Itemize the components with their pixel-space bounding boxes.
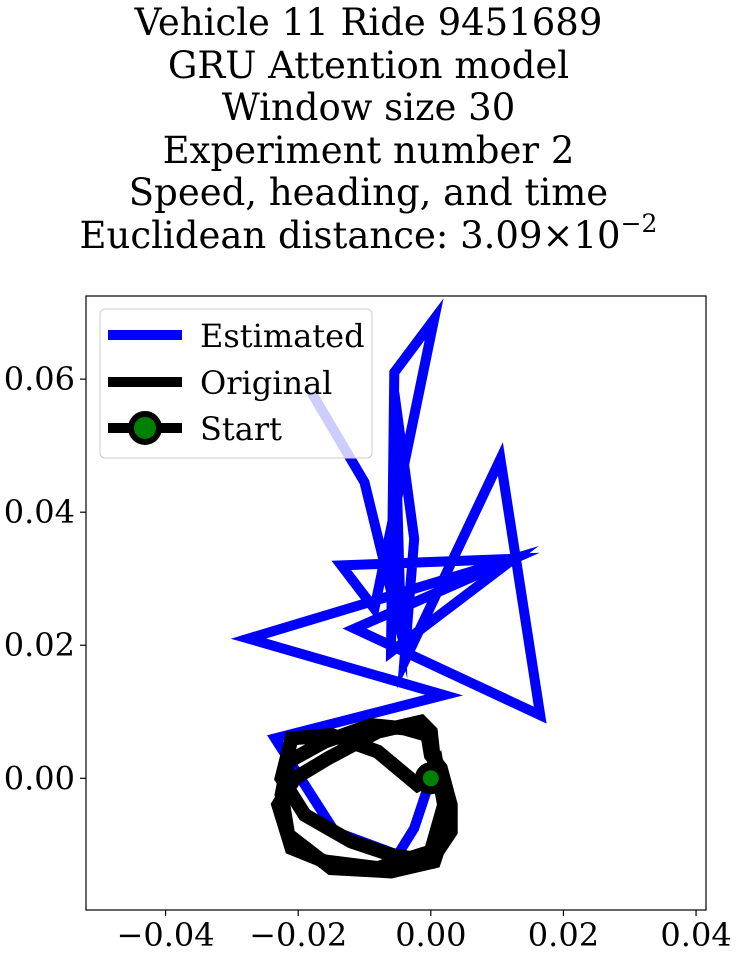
x-tick-label: 0.00 [395,916,466,954]
series-estimated-line [230,298,547,861]
x-tick-label: 0.02 [528,916,599,954]
metric-mantissa: 3.09 [460,213,543,257]
x-tick-label: −0.02 [249,916,347,954]
y-tick-label: 0.02 [4,626,75,664]
legend: Estimated Original Start [99,308,373,459]
chart-title: Vehicle 11 Ride 9451689 GRU Attention mo… [0,1,737,258]
plot-frame [85,295,707,911]
legend-estimated-label: Estimated [200,317,365,355]
start-point-marker [414,762,447,795]
metric-exponent: −2 [620,208,658,238]
legend-box [99,308,373,459]
title-line-metric: Euclidean distance: 3.09×10−2 [0,211,737,258]
title-line-4: Experiment number 2 [162,128,575,172]
metric-times: ×10 [542,213,621,257]
title-line-1: Vehicle 11 Ride 9451689 [134,1,603,44]
x-tick-label: −0.04 [117,916,215,954]
y-tick-label: 0.06 [4,360,75,398]
x-tick-label: 0.04 [660,916,731,954]
series-original-line [270,713,458,879]
title-line-3: Window size 30 [221,86,516,129]
title-line-2: GRU Attention model [167,43,570,87]
y-tick-label: 0.04 [4,493,75,531]
y-tick-label: 0.00 [4,759,75,797]
metric-prefix: Euclidean distance: [79,213,461,257]
legend-start-label: Start [200,410,282,448]
legend-original-label: Original [200,364,332,402]
title-line-5: Speed, heading, and time [128,171,609,214]
legend-start-marker [128,411,162,445]
